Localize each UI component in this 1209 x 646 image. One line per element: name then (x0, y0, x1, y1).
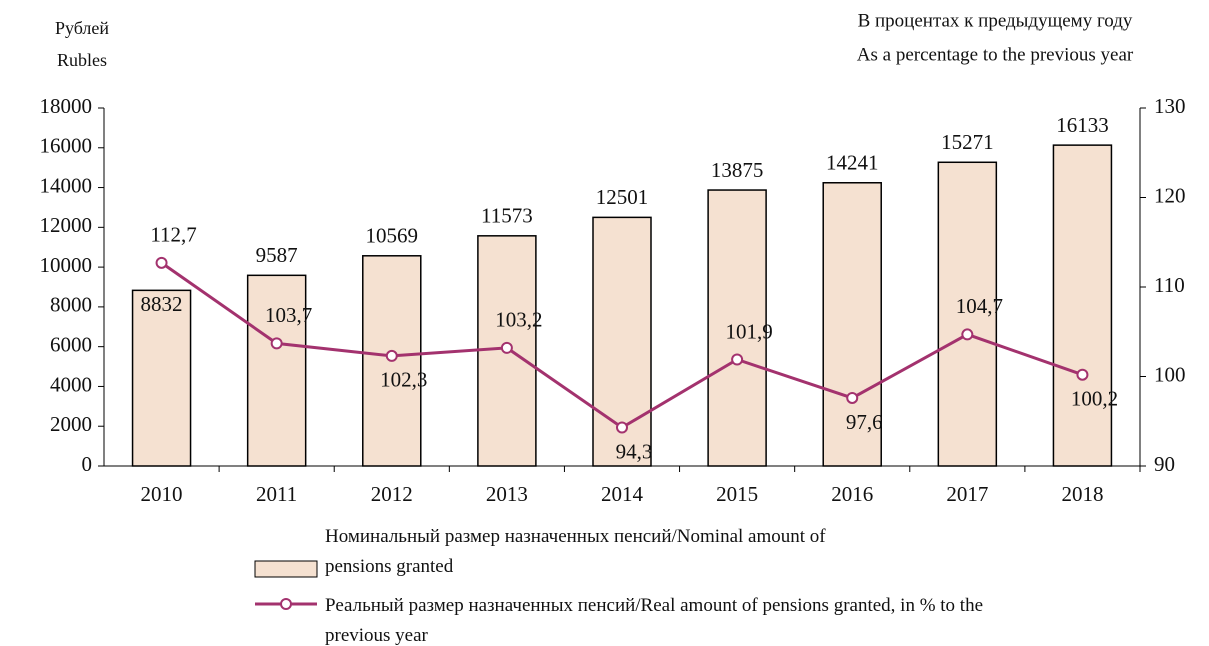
y2-tick-label: 130 (1154, 94, 1186, 118)
x-tick-label: 2016 (831, 482, 873, 506)
line-label: 103,7 (265, 303, 312, 327)
y2-tick-label: 90 (1154, 452, 1175, 476)
line-label: 100,2 (1071, 387, 1118, 411)
y2-tick-label: 100 (1154, 362, 1186, 386)
bar (707, 189, 767, 467)
legend-entry: Реальный размер назначенных пенсий/Real … (325, 595, 984, 646)
line-marker (385, 349, 398, 362)
line-marker (846, 391, 859, 404)
bar (246, 274, 307, 467)
bar (937, 161, 998, 467)
line-label: 101,9 (725, 319, 772, 343)
bar-label: 12501 (596, 185, 649, 209)
bar-label: 13875 (711, 158, 764, 182)
x-tick-label: 2013 (486, 482, 528, 506)
line-label: 103,2 (495, 308, 542, 332)
legend-entry: Номинальный размер назначенных пенсий/No… (325, 526, 826, 577)
y-tick-label: 10000 (40, 253, 93, 277)
line-label: 112,7 (150, 223, 196, 247)
y2-label: As a percentage to the previous year (857, 44, 1134, 65)
line-marker (1076, 368, 1089, 381)
y-tick-label: 0 (82, 452, 93, 476)
line-marker (500, 341, 513, 354)
y-tick-label: 18000 (40, 94, 93, 118)
y-label: Rubles (57, 50, 107, 70)
y2-label: В процентах к предыдущему году (858, 10, 1133, 31)
y-tick-label: 6000 (50, 332, 92, 356)
bar (131, 289, 192, 467)
x-tick-label: 2011 (256, 482, 297, 506)
line-marker (731, 353, 744, 366)
bar-label: 14241 (826, 151, 879, 175)
bar (1052, 144, 1113, 467)
line-label: 97,6 (846, 410, 883, 434)
x-tick-label: 2010 (141, 482, 183, 506)
y2-tick-label: 110 (1154, 273, 1185, 297)
bar-label: 10569 (366, 224, 419, 248)
line-label: 94,3 (616, 439, 653, 463)
line-marker (961, 328, 974, 341)
bar (822, 182, 882, 467)
bar-label: 16133 (1056, 113, 1109, 137)
line-label: 102,3 (380, 368, 427, 392)
bar-label: 11573 (481, 204, 533, 228)
y2-tick-label: 120 (1154, 183, 1186, 207)
legend-swatch-bar (254, 560, 318, 578)
line-marker (270, 337, 283, 350)
x-tick-label: 2018 (1061, 482, 1103, 506)
legend-marker (280, 598, 292, 610)
x-tick-label: 2012 (371, 482, 413, 506)
x-tick-label: 2014 (601, 482, 644, 506)
bar-label: 8832 (141, 292, 183, 316)
bar-label: 9587 (256, 243, 298, 267)
x-tick-label: 2015 (716, 482, 758, 506)
bar-label: 15271 (941, 130, 994, 154)
y-tick-label: 12000 (40, 213, 93, 237)
y-tick-label: 14000 (40, 173, 93, 197)
x-tick-label: 2017 (946, 482, 988, 506)
y-tick-label: 16000 (40, 134, 93, 158)
line-label: 104,7 (956, 294, 1003, 318)
y-tick-label: 2000 (50, 412, 92, 436)
y-tick-label: 8000 (50, 293, 92, 317)
y-label: Рублей (55, 18, 109, 38)
line-marker (155, 256, 168, 269)
y-tick-label: 4000 (50, 372, 92, 396)
line-marker (616, 421, 628, 434)
